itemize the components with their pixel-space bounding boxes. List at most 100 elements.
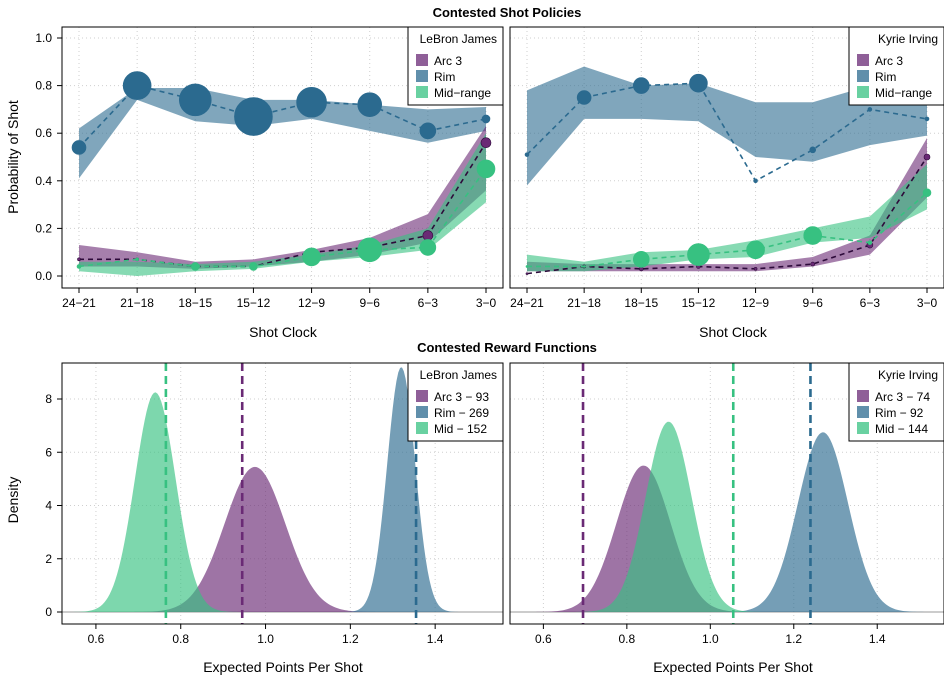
point-mid: [135, 257, 139, 262]
point-arc3: [77, 257, 81, 262]
point-mid: [867, 240, 873, 245]
x-tick-label: 1.2: [785, 632, 802, 646]
x-tick-label: 21−18: [120, 296, 154, 310]
point-arc3: [753, 267, 758, 271]
density-rim: [62, 367, 503, 612]
point-rim: [419, 122, 437, 140]
x-tick-label: 1.4: [427, 632, 444, 646]
reward-lebron-legend: LeBron James Arc 3 − 93 Rim − 269 Mid − 152: [407, 362, 504, 442]
y-tick-label: 2: [45, 552, 52, 566]
legend-label-arc3: Arc 3: [434, 54, 462, 68]
legend-title: LeBron James: [420, 368, 497, 382]
point-arc3: [525, 272, 529, 275]
legend-swatch-mid: [416, 422, 428, 434]
x-tick-label: 12−9: [298, 296, 325, 310]
policy-lebron-frame: [61, 26, 504, 289]
legend-swatch-rim: [857, 406, 869, 418]
point-rim: [867, 107, 873, 112]
x-tick-label: 0.6: [535, 632, 552, 646]
reward-lebron-plot: 0 2 4 6 8 0.6 0.8 1.0 1.2 1.4: [45, 363, 503, 646]
point-mid: [525, 265, 529, 268]
y-tick-label: 0.4: [35, 174, 52, 188]
line-rim: [526, 82, 928, 182]
point-rim: [122, 71, 152, 100]
legend-label-mid: Mid − 152: [434, 422, 487, 436]
point-arc3: [422, 230, 434, 241]
point-mid: [76, 264, 82, 269]
reward-lebron-frame: [61, 362, 504, 625]
point-mid: [582, 265, 586, 268]
line-mid: [527, 192, 928, 268]
legend-swatch-rim: [416, 70, 428, 82]
density-arc3: [62, 466, 503, 612]
y-tick-label: 0: [45, 605, 52, 619]
x-tick-label: 1.2: [342, 632, 359, 646]
policy-x-axis-label-right: Shot Clock: [699, 324, 768, 340]
policies-title: Contested Shot Policies: [433, 5, 582, 20]
band-mid: [527, 164, 927, 272]
band-rim: [527, 66, 927, 186]
rewards-title: Contested Reward Functions: [417, 340, 597, 355]
point-arc3: [923, 153, 931, 161]
legend-label-mid: Mid − 144: [875, 422, 928, 436]
point-rim: [809, 146, 817, 154]
legend-title: LeBron James: [420, 32, 497, 46]
band-rim: [79, 87, 486, 179]
policy-kyrie-legend: Kyrie Irving Arc 3 Rim Mid−range: [848, 26, 944, 106]
policy-y-axis-label: Probability of Shot: [5, 100, 21, 214]
point-mid: [632, 251, 650, 268]
point-mid: [249, 262, 258, 271]
legend-swatch-mid: [857, 422, 869, 434]
policy-x-axis-label-left: Shot Clock: [249, 324, 318, 340]
x-tick-label: 12−9: [742, 296, 769, 310]
point-rim: [524, 152, 530, 157]
y-tick-label: 0.6: [35, 126, 52, 140]
reward-kyrie-frame: [509, 362, 944, 625]
reward-x-axis-label-left: Expected Points Per Shot: [203, 659, 363, 675]
x-tick-label: 6−3: [418, 296, 439, 310]
x-tick-label: 24−21: [510, 296, 544, 310]
point-rim: [481, 114, 491, 124]
x-tick-label: 18−15: [624, 296, 658, 310]
x-tick-label: 0.6: [88, 632, 105, 646]
x-tick-label: 15−12: [237, 296, 271, 310]
legend-title: Kyrie Irving: [878, 368, 938, 382]
x-tick-label: 15−12: [682, 296, 716, 310]
policy-lebron-plot: 0.0 0.2 0.4 0.6 0.8 1.0 24−21 21−18 18−15 15−12 12…: [35, 27, 503, 310]
legend-swatch-arc3: [416, 54, 428, 66]
point-mid: [922, 188, 932, 197]
x-tick-label: 0.8: [619, 632, 636, 646]
x-tick-label: 24−21: [62, 296, 96, 310]
legend-label-mid: Mid−range: [875, 86, 932, 100]
x-tick-label: 9−6: [360, 296, 381, 310]
y-tick-label: 0.0: [35, 269, 52, 283]
point-rim: [71, 140, 87, 155]
legend-swatch-mid: [857, 86, 869, 98]
point-rim: [357, 92, 383, 117]
y-tick-label: 0.8: [35, 79, 52, 93]
legend-label-arc3: Arc 3 − 93: [434, 390, 489, 404]
x-tick-label: 21−18: [567, 296, 601, 310]
legend-label-mid: Mid−range: [434, 86, 491, 100]
legend-label-rim: Rim: [434, 70, 455, 84]
density-mid: [62, 392, 503, 612]
x-tick-label: 1.4: [869, 632, 886, 646]
point-rim: [753, 178, 758, 184]
point-mid: [419, 239, 437, 256]
reward-kyrie-plot: 0.6 0.8 1.0 1.2 1.4: [510, 363, 944, 646]
y-tick-label: 0.2: [35, 221, 52, 235]
x-tick-label: 1.0: [257, 632, 274, 646]
point-mid: [357, 237, 383, 263]
point-rim: [576, 90, 592, 105]
density-rim: [510, 432, 944, 612]
point-arc3: [810, 261, 816, 267]
point-rim: [924, 116, 930, 122]
policy-kyrie-plot: 24−21 21−18 18−15 15−12 12−9 9−6 6−3 3−0: [510, 27, 944, 310]
point-mid: [302, 247, 321, 267]
y-tick-label: 4: [45, 499, 52, 513]
point-arc3: [480, 137, 492, 149]
legend-label-arc3: Arc 3: [875, 54, 903, 68]
legend-label-rim: Rim − 269: [434, 406, 489, 420]
point-mid: [803, 226, 823, 245]
